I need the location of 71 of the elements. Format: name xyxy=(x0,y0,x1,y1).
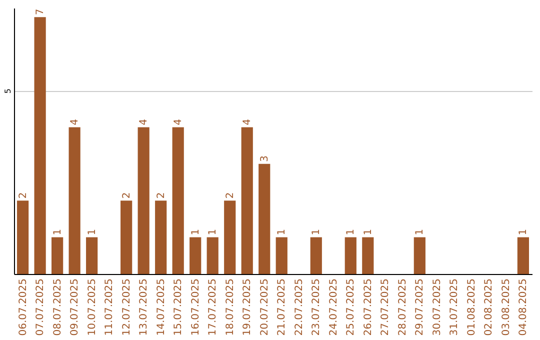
data-label: 7 xyxy=(35,8,46,16)
data-label: 3 xyxy=(259,156,270,162)
x-tick-label: 18.07.2025 xyxy=(224,278,236,336)
x-tick-label: 14.07.2025 xyxy=(156,278,167,336)
bar xyxy=(52,237,64,274)
x-tick-label: 21.07.2025 xyxy=(276,278,288,336)
data-label: 1 xyxy=(518,228,530,236)
data-label: 2 xyxy=(121,192,132,199)
x-tick-label: 28.07.2025 xyxy=(397,278,408,336)
y-tick-label: 5 xyxy=(4,88,12,94)
x-tick-label: 07.07.2025 xyxy=(35,278,46,336)
bar xyxy=(517,237,529,274)
data-label: 2 xyxy=(18,192,29,199)
x-tick-label: 15.07.2025 xyxy=(173,278,184,336)
data-label: 1 xyxy=(362,228,374,236)
bar xyxy=(206,237,218,274)
x-tick-label: 13.07.2025 xyxy=(138,278,150,336)
data-label: 1 xyxy=(208,228,219,236)
data-label: 2 xyxy=(224,192,236,199)
data-label: 1 xyxy=(414,228,426,236)
x-tick-label: 16.07.2025 xyxy=(190,278,202,336)
data-label: 1 xyxy=(346,228,357,236)
bar xyxy=(258,164,270,274)
x-tick-label: 02.08.2025 xyxy=(484,278,495,336)
bar xyxy=(68,127,80,274)
x-tick-label: 27.07.2025 xyxy=(380,278,392,336)
bar xyxy=(310,237,322,274)
x-tick-label: 23.07.2025 xyxy=(311,278,322,336)
data-label: 1 xyxy=(311,228,322,236)
x-tick-label: 25.07.2025 xyxy=(346,278,357,336)
bar xyxy=(34,17,46,274)
x-tick-label: 22.07.2025 xyxy=(294,278,305,336)
bar xyxy=(344,237,356,274)
x-tick-label: 11.07.2025 xyxy=(104,278,116,336)
x-tick-label: 10.07.2025 xyxy=(86,278,98,336)
x-tick-label: 20.07.2025 xyxy=(259,278,270,336)
bar xyxy=(190,237,202,274)
data-label: 4 xyxy=(173,118,184,126)
data-label: 1 xyxy=(86,228,98,236)
x-tick-label: 31.07.2025 xyxy=(449,278,460,336)
x-tick-label: 06.07.2025 xyxy=(18,278,29,336)
data-label: 1 xyxy=(52,228,64,236)
x-tick-label: 03.08.2025 xyxy=(500,278,512,336)
bar xyxy=(155,200,167,274)
x-tick-label: 30.07.2025 xyxy=(432,278,443,336)
bar xyxy=(172,127,184,274)
bar xyxy=(120,200,132,274)
bar xyxy=(224,200,236,274)
x-tick-label: 04.08.2025 xyxy=(518,278,530,336)
data-label: 1 xyxy=(190,228,202,236)
data-label: 2 xyxy=(156,192,167,199)
x-tick-label: 26.07.2025 xyxy=(362,278,374,336)
bar xyxy=(138,127,150,274)
x-tick-label: 19.07.2025 xyxy=(242,278,254,336)
data-label: 4 xyxy=(242,118,254,126)
x-tick-label: 24.07.2025 xyxy=(328,278,340,336)
x-tick-label: 17.07.2025 xyxy=(208,278,219,336)
bar xyxy=(414,237,426,274)
x-tick-label: 29.07.2025 xyxy=(414,278,426,336)
x-tick-label: 01.08.2025 xyxy=(466,278,478,336)
bar xyxy=(17,200,29,274)
x-tick-label: 09.07.2025 xyxy=(70,278,81,336)
data-label: 1 xyxy=(276,228,288,236)
data-label: 4 xyxy=(138,118,150,126)
bar xyxy=(86,237,98,274)
x-tick-label: 12.07.2025 xyxy=(121,278,132,336)
bar xyxy=(362,237,374,274)
x-tick-label: 08.07.2025 xyxy=(52,278,64,336)
bar xyxy=(276,237,288,274)
bar xyxy=(241,127,253,274)
data-label: 4 xyxy=(70,118,81,126)
